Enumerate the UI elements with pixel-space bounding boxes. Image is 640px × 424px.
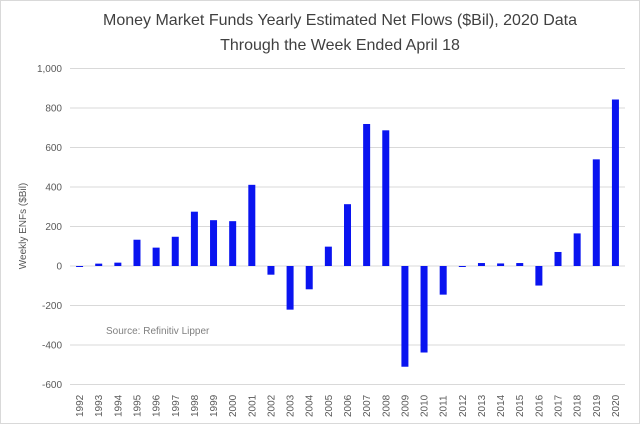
y-tick-label: 1,000 [37,64,62,75]
x-tick-label: 2008 [381,394,392,417]
x-tick-label: 2020 [611,394,622,417]
x-tick-label: 2010 [420,394,431,417]
x-tick-label: 1993 [94,394,105,417]
bar-1996 [152,247,160,266]
bar-2006 [344,204,351,266]
bar-2005 [324,246,332,266]
x-tick-label: 2001 [247,394,258,417]
bar-1994 [114,262,122,266]
x-tick-label: 2017 [554,394,565,417]
y-tick-label: 600 [45,143,62,154]
x-tick-label: 2011 [439,395,450,417]
x-tick-label: 2016 [534,394,545,417]
y-tick-label: -600 [42,380,62,391]
x-tick-label: 2004 [305,394,316,417]
bar-2011 [439,266,447,295]
y-tick-label: -400 [42,341,62,352]
bar-2013 [477,263,485,266]
y-axis-label: Weekly ENFs ($Bil) [18,183,29,270]
x-tick-label: 1998 [190,394,201,417]
bar-2001 [248,184,256,266]
y-tick-label: 200 [45,222,62,233]
bar-2010 [420,266,428,353]
x-tick-label: 1999 [209,394,220,417]
x-tick-label: 1996 [152,394,163,417]
x-tick-label: 2005 [324,394,335,417]
y-tick-label: 800 [45,104,62,115]
y-tick-label: 0 [56,262,62,273]
bar-2014 [497,263,505,266]
bar-2020 [611,99,619,266]
bar-2018 [573,233,581,266]
x-tick-label: 2013 [477,394,488,417]
x-tick-label: 2002 [266,394,277,417]
x-tick-label: 2014 [496,394,507,417]
x-tick-label: 2000 [228,394,239,417]
source-annotation: Source: Refinitiv Lipper [106,326,210,337]
x-tick-label: 2015 [515,394,526,417]
bar-2016 [535,266,543,286]
bar-1995 [133,239,141,266]
x-tick-label: 2019 [592,394,603,417]
x-tick-label: 1994 [113,394,124,417]
bar-1999 [210,220,218,266]
bar-2012 [458,266,466,267]
x-tick-label: 1997 [171,394,182,417]
y-tick-label: 400 [45,183,62,194]
bar-2017 [554,251,562,266]
bar-1997 [171,236,179,266]
x-tick-label: 2018 [573,394,584,417]
x-tick-label: 2003 [286,394,297,417]
chart-title-line-2: Through the Week Ended April 18 [220,37,460,54]
bar-2000 [229,221,237,266]
bar-1992 [76,266,84,267]
x-tick-label: 2009 [400,394,411,417]
chart-title-line-1: Money Market Funds Yearly Estimated Net … [103,12,577,29]
bar-1998 [190,211,198,266]
bar-2009 [401,266,409,367]
bar-2008 [382,130,390,266]
y-tick-label: -200 [42,301,62,312]
bar-2015 [516,263,524,266]
bar-2002 [267,266,275,275]
bar-2019 [592,159,600,266]
x-tick-label: 2012 [458,394,469,417]
bar-2003 [286,266,294,310]
bar-1993 [95,263,103,266]
x-tick-label: 2007 [362,394,373,417]
x-tick-label: 1992 [75,394,86,417]
x-tick-label: 1995 [132,394,143,417]
x-tick-label: 2006 [343,394,354,417]
bar-2004 [305,266,313,290]
bar-2007 [363,123,371,266]
